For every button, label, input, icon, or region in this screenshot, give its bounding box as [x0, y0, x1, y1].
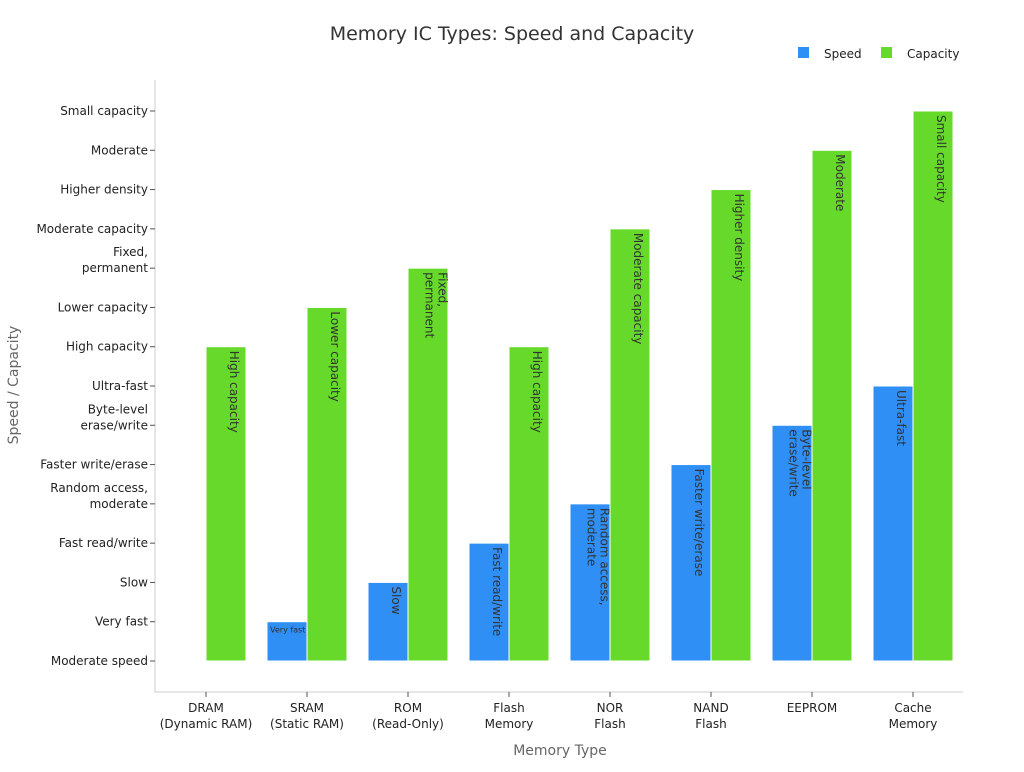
y-tick-label: Higher density [60, 183, 148, 197]
bar-label: Small capacity [934, 115, 948, 203]
x-axis-label: Memory Type [513, 743, 607, 759]
y-tick-label: Moderate capacity [36, 222, 148, 236]
bar-label: Fixed,permanent [423, 272, 450, 338]
x-ticks: DRAM (Dynamic RAM) SRAM (Static RAM) ROM (Rea… [160, 692, 938, 731]
y-tick-label: Moderate [91, 143, 148, 157]
y-tick-label: Small capacity [60, 104, 148, 118]
x-tick-label: Cache Memory [889, 701, 938, 731]
bar-speed [670, 464, 712, 662]
x-tick-label: EEPROM [787, 701, 838, 715]
y-tick-label: High capacity [66, 340, 148, 354]
bar-capacity [710, 189, 752, 662]
legend: Speed Capacity [798, 47, 959, 61]
y-tick-label: Moderate speed [51, 654, 148, 668]
bars: Very fast Slow Fast read/write Random acces… [205, 110, 954, 662]
bar-label: High capacity [227, 351, 241, 433]
y-tick-label: Very fast [95, 615, 148, 629]
bar-label: Very fast [270, 626, 305, 635]
bar-label: Byte-levelerase/write [787, 429, 814, 497]
bar-capacity [912, 110, 954, 662]
bar-speed [367, 581, 409, 662]
chart-title: Memory IC Types: Speed and Capacity [330, 23, 695, 45]
bar-speed [468, 542, 510, 662]
bar-label: Random access,moderate [585, 508, 612, 606]
x-tick-label: NOR Flash [594, 701, 625, 731]
y-tick-label: Fast read/write [59, 536, 148, 550]
legend-swatch [881, 47, 892, 58]
y-tick-label: Random access, moderate [50, 481, 148, 511]
bar-capacity [306, 306, 348, 662]
y-tick-label: Fixed, permanent [82, 245, 148, 275]
legend-label: Capacity [907, 47, 959, 61]
y-axis-label: Speed / Capacity [6, 326, 22, 445]
bar-capacity [811, 149, 853, 662]
x-tick-label: Flash Memory [485, 701, 534, 731]
y-tick-label: Ultra-fast [92, 379, 148, 393]
x-tick-label: DRAM (Dynamic RAM) [160, 701, 253, 731]
bar-label: Lower capacity [328, 311, 342, 401]
bar-label: High capacity [530, 351, 544, 433]
bar-label: Faster write/erase [692, 469, 706, 577]
bar-speed [266, 621, 308, 662]
legend-swatch [798, 47, 809, 58]
bar-label: Slow [389, 586, 403, 614]
x-tick-label: SRAM (Static RAM) [270, 701, 344, 731]
x-tick-label: ROM (Read-Only) [372, 701, 444, 731]
y-tick-label: Slow [120, 575, 148, 589]
bar-label: Higher density [732, 194, 746, 282]
y-tick-label: Byte-level erase/write [80, 402, 148, 432]
x-tick-label: NAND Flash [693, 701, 728, 731]
bar-speed [569, 503, 611, 662]
y-ticks: Moderate speed Very fast Slow Fast read/wri… [36, 104, 155, 668]
bar-capacity [609, 228, 651, 662]
bar-speed [872, 385, 914, 662]
bar-capacity [508, 346, 550, 662]
bar-label: Ultra-fast [894, 390, 908, 446]
bar-label: Moderate capacity [631, 233, 645, 345]
bar-label: Fast read/write [490, 547, 504, 636]
y-tick-label: Faster write/erase [40, 458, 148, 472]
bar-label: Moderate [833, 154, 847, 211]
bar-capacity [407, 267, 449, 662]
bar-speed [771, 424, 813, 662]
legend-label: Speed [824, 47, 862, 61]
bar-capacity [205, 346, 247, 662]
y-tick-label: Lower capacity [58, 300, 148, 314]
